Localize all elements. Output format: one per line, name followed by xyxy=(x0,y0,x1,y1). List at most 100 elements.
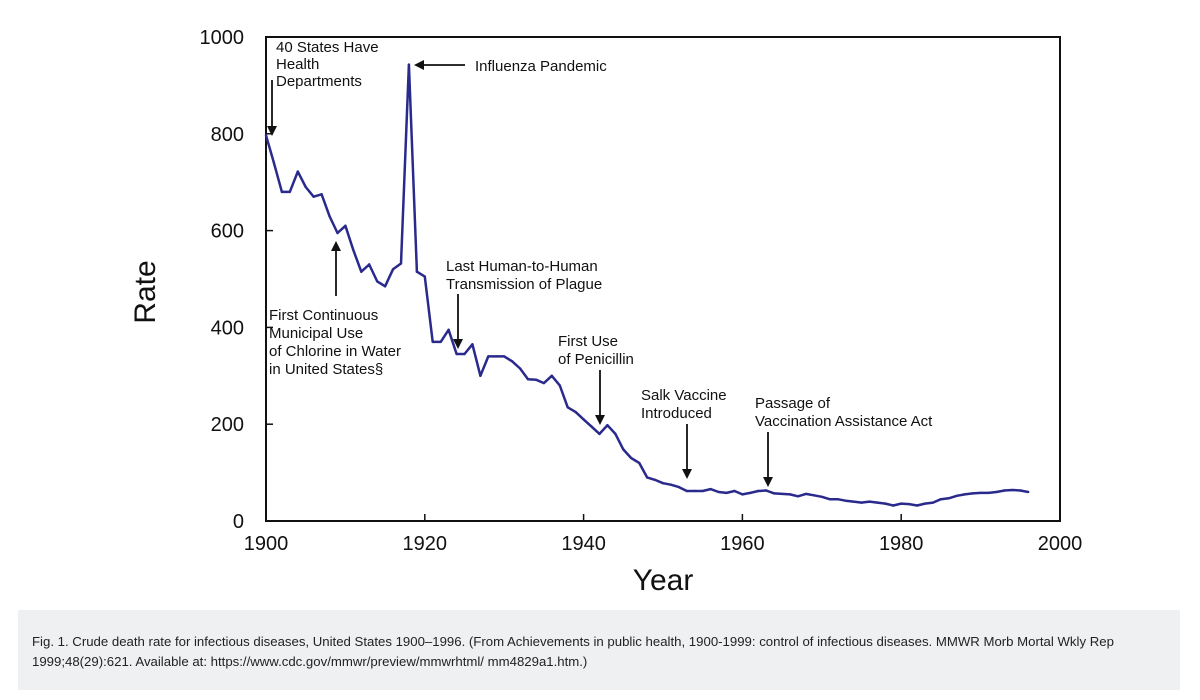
annotation-label: in United States§ xyxy=(269,361,383,378)
data-point xyxy=(566,406,569,409)
figure-caption-box: Fig. 1. Crude death rate for infectious … xyxy=(18,610,1180,690)
data-point xyxy=(320,193,323,196)
series-line xyxy=(264,63,1029,507)
annotation-label: Municipal Use xyxy=(269,325,363,342)
annotation-label: First Use xyxy=(558,333,618,350)
data-point xyxy=(749,491,752,495)
annotation: Influenza Pandemic xyxy=(414,58,607,75)
data-point xyxy=(630,456,633,460)
data-point xyxy=(463,352,466,356)
data-point xyxy=(987,491,990,495)
data-point xyxy=(471,343,474,346)
data-point xyxy=(360,270,363,273)
annotation-label: Last Human-to-Human xyxy=(446,258,598,275)
y-tick-label: 400 xyxy=(211,317,244,339)
data-point xyxy=(757,489,760,493)
data-point xyxy=(868,500,871,503)
data-point xyxy=(328,214,331,218)
data-point xyxy=(614,432,617,436)
data-point xyxy=(836,498,839,501)
x-tick-label: 1940 xyxy=(561,533,606,555)
data-point xyxy=(590,425,593,428)
data-point xyxy=(725,491,728,495)
y-tick-label: 600 xyxy=(211,221,244,243)
data-point xyxy=(447,328,450,332)
y-tick-label: 200 xyxy=(211,414,244,436)
data-point xyxy=(765,489,768,492)
data-point xyxy=(415,270,419,273)
data-point xyxy=(455,352,458,356)
data-point xyxy=(391,268,395,271)
data-point xyxy=(931,501,935,504)
data-point xyxy=(820,495,823,498)
annotation-label: Departments xyxy=(276,73,362,90)
y-tick-label: 800 xyxy=(211,124,244,146)
data-point xyxy=(574,410,577,414)
data-point xyxy=(1003,489,1006,492)
y-tick-label: 0 xyxy=(233,511,244,533)
data-point xyxy=(772,492,776,495)
data-point xyxy=(352,248,355,252)
data-point xyxy=(606,423,609,427)
chart: 0 200 400 600 800 1000 1900 1920 1940 1960 1980 20… xyxy=(129,27,1083,597)
data-point xyxy=(280,190,284,194)
annotation-label: Salk Vaccine xyxy=(641,387,727,404)
y-axis-title: Rate xyxy=(129,260,162,323)
data-point xyxy=(288,190,292,194)
y-axis: 0 200 400 600 800 1000 xyxy=(200,27,273,533)
data-point xyxy=(296,170,299,173)
data-point xyxy=(907,502,911,506)
data-point xyxy=(955,494,958,498)
data-point xyxy=(534,378,538,381)
data-point xyxy=(375,280,379,283)
data-point xyxy=(526,377,530,381)
annotation-label: Passage of xyxy=(755,395,831,412)
data-point xyxy=(479,374,482,377)
data-point xyxy=(518,367,522,370)
data-point xyxy=(495,355,498,358)
x-tick-label: 1900 xyxy=(244,533,289,555)
y-tick-label: 1000 xyxy=(200,27,245,49)
annotation-label: 40 States Have xyxy=(276,39,379,56)
data-point xyxy=(677,485,681,489)
data-point xyxy=(733,489,736,493)
data-point xyxy=(510,360,514,363)
x-tick-label: 1960 xyxy=(720,533,765,555)
data-point xyxy=(939,498,943,501)
data-points xyxy=(264,63,1030,507)
annotation-label: of Penicillin xyxy=(558,351,634,368)
data-point xyxy=(304,185,307,189)
data-point xyxy=(368,263,371,266)
data-point xyxy=(622,448,625,451)
data-point xyxy=(272,161,276,165)
annotation-label: Health xyxy=(276,56,319,73)
x-tick-label: 1980 xyxy=(879,533,924,555)
data-point xyxy=(892,504,895,507)
data-point xyxy=(701,489,704,493)
data-point xyxy=(661,482,665,485)
data-point xyxy=(852,500,855,503)
data-point xyxy=(900,502,903,505)
data-point xyxy=(860,501,863,504)
data-point xyxy=(1027,490,1030,494)
annotation-label: Vaccination Assistance Act xyxy=(755,413,933,430)
annotation-label: Influenza Pandemic xyxy=(475,58,607,75)
data-point xyxy=(582,418,585,421)
data-point xyxy=(828,498,831,501)
data-point xyxy=(1011,488,1014,492)
data-point xyxy=(693,489,696,493)
data-point xyxy=(344,224,347,227)
x-tick-label: 2000 xyxy=(1038,533,1083,555)
data-point xyxy=(812,494,816,497)
data-point xyxy=(653,478,657,482)
data-point xyxy=(542,381,546,385)
data-point xyxy=(1019,489,1022,492)
data-point xyxy=(423,275,426,278)
data-point xyxy=(669,483,673,486)
data-point xyxy=(264,134,268,137)
data-point xyxy=(717,490,720,494)
